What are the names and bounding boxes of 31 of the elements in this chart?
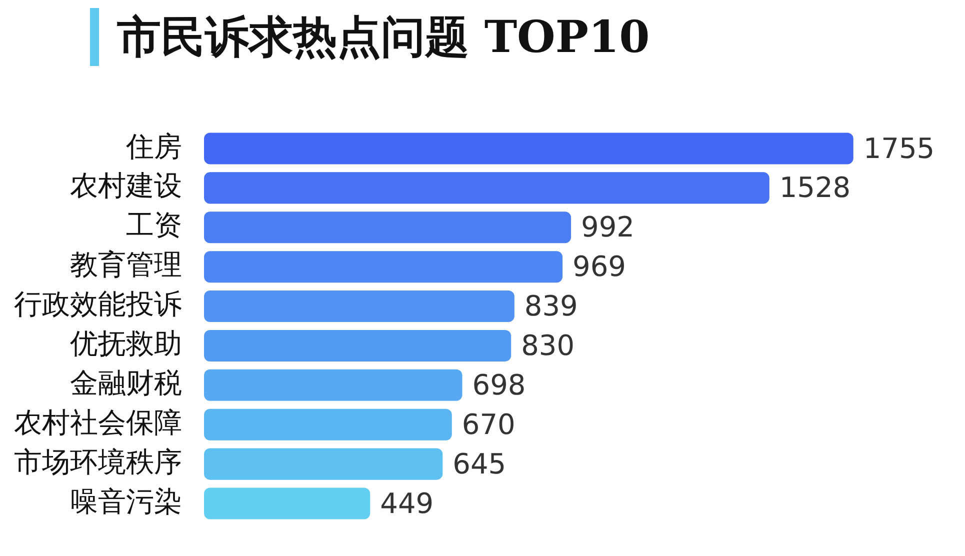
data-label: 839 (524, 290, 578, 323)
data-label: 830 (521, 329, 575, 362)
bar (204, 488, 370, 520)
data-label: 992 (581, 210, 634, 244)
chart-title: 市民诉求热点问题 TOP10 (117, 10, 650, 64)
y-tick-label: 金融财税 (70, 366, 182, 400)
y-tick-label: 噪音污染 (70, 484, 182, 518)
data-label: 449 (380, 486, 434, 520)
y-tick-label: 农村建设 (70, 169, 182, 202)
bar (204, 448, 443, 480)
bar (204, 408, 452, 440)
data-label: 969 (572, 250, 626, 284)
data-label: 1528 (779, 171, 851, 204)
y-tick-label: 农村社会保障 (14, 406, 182, 439)
bar (204, 369, 462, 401)
y-tick-label: 住房 (125, 130, 182, 163)
y-tick-label: 工资 (126, 208, 182, 242)
y-tick-label: 市场环境秩序 (14, 445, 182, 478)
bar (204, 172, 770, 204)
y-tick-label: 教育管理 (70, 248, 182, 282)
data-label: 698 (472, 368, 526, 402)
bar (204, 251, 563, 283)
bar (204, 132, 854, 164)
bar (204, 290, 514, 322)
data-label: 1755 (863, 132, 935, 165)
y-tick-label: 行政效能投诉 (14, 288, 182, 321)
data-label: 645 (452, 447, 506, 480)
y-tick-label: 优抚救助 (70, 327, 182, 360)
bar (204, 212, 572, 244)
bar (204, 330, 512, 362)
data-label: 670 (462, 408, 516, 441)
